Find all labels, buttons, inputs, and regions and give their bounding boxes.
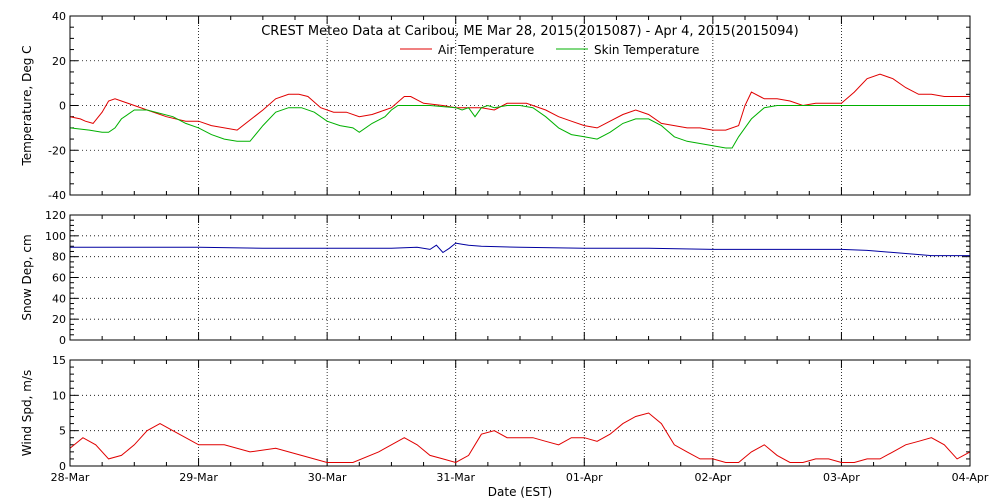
x-tick-label: 03-Apr	[823, 471, 860, 484]
x-tick-label: 30-Mar	[308, 471, 347, 484]
panel-3: 0 5 10 15 Wind Spd, m/s 28-Mar 29-Mar 30-Mar 31-…	[20, 354, 989, 484]
x-tick-label: 02-Apr	[694, 471, 731, 484]
x-tick-label: 31-Mar	[436, 471, 475, 484]
x-tick-label: 04-Apr	[952, 471, 989, 484]
panel-1: -40 -20 0 20 40 Temperature, Deg C	[20, 10, 971, 202]
y-tick-label: 120	[45, 209, 66, 222]
y-tick-label: 80	[52, 251, 66, 264]
y-tick-label: 0	[59, 100, 66, 113]
y-axis-label: Wind Spd, m/s	[20, 370, 34, 456]
series-line-p2-0	[70, 242, 970, 257]
y-tick-label: 0	[59, 460, 66, 473]
legend-label: Skin Temperature	[594, 43, 699, 57]
plot-frame	[69, 359, 971, 467]
x-tick-label: 01-Apr	[566, 471, 603, 484]
legend: Air Temperature Skin Temperature	[400, 43, 699, 57]
y-tick-label: 10	[52, 389, 66, 402]
series-line-air-temperature	[69, 73, 970, 131]
y-axis-label: Temperature, Deg C	[20, 45, 34, 166]
x-tick-label: 28-Mar	[51, 471, 90, 484]
plot-frame	[69, 15, 971, 196]
y-tick-label: 0	[59, 334, 66, 347]
y-tick-label: 20	[52, 313, 66, 326]
series-line-skin-temperature	[69, 104, 970, 149]
y-tick-label: 60	[52, 272, 66, 285]
legend-label: Air Temperature	[438, 43, 534, 57]
y-tick-label: 20	[52, 55, 66, 68]
chart-title: CREST Meteo Data at Caribou, ME Mar 28, …	[261, 24, 799, 39]
y-tick-label: 40	[52, 292, 66, 305]
x-tick-label: 29-Mar	[179, 471, 218, 484]
y-tick-label: -40	[48, 189, 66, 202]
y-tick-label: 100	[45, 230, 66, 243]
plot-frame	[69, 214, 971, 341]
panel-2: 0 20 40 60 80 100 120 Snow Dep, cm	[20, 209, 971, 347]
y-tick-label: -20	[48, 144, 66, 157]
y-axis-label: Snow Dep, cm	[20, 234, 34, 320]
y-tick-label: 40	[52, 10, 66, 23]
x-axis-label: Date (EST)	[488, 485, 552, 499]
y-tick-label: 5	[59, 425, 66, 438]
series-line-p3-0	[69, 412, 971, 464]
y-tick-label: 15	[52, 354, 66, 367]
